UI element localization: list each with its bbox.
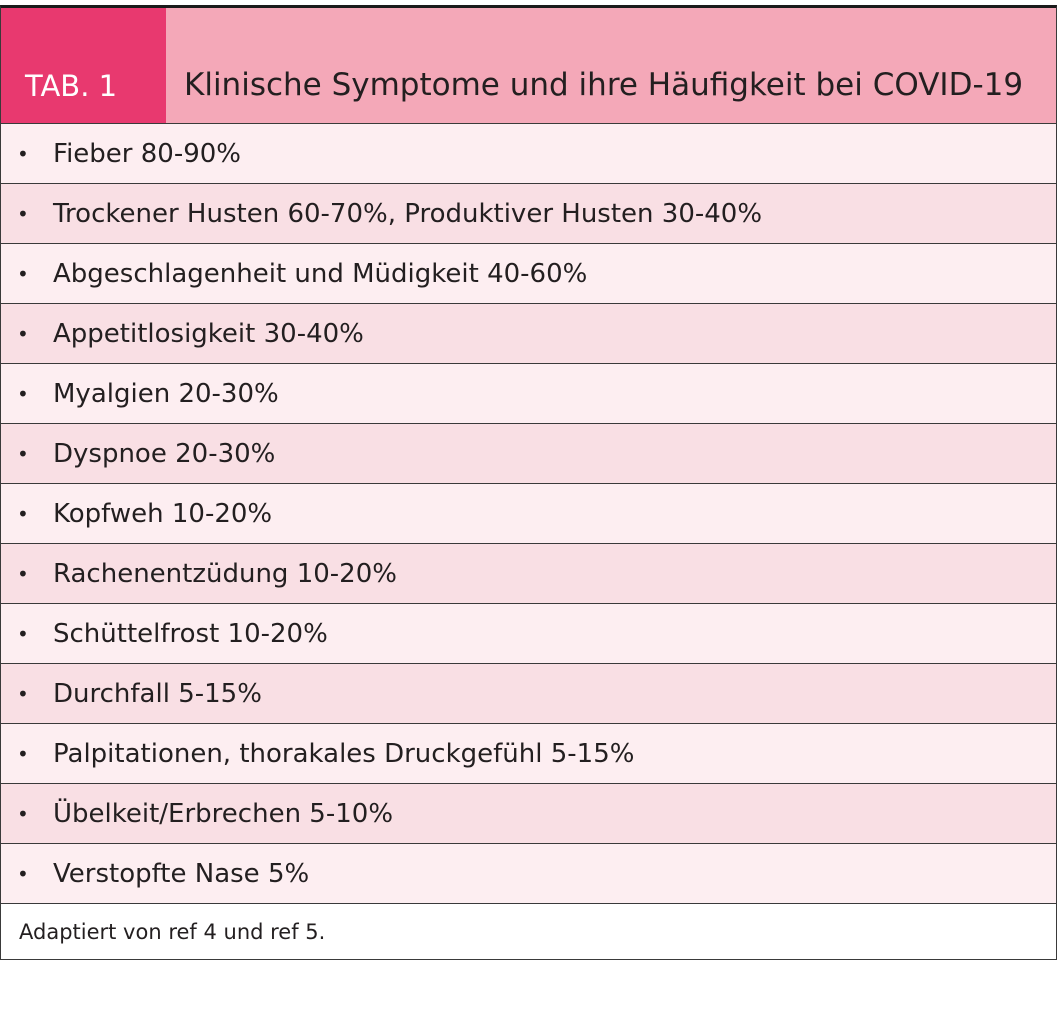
row-text: Verstopfte Nase 5% xyxy=(53,858,310,889)
row-text: Rachenentzüdung 10-20% xyxy=(53,558,397,589)
row-text: Schüttelfrost 10-20% xyxy=(53,618,328,649)
table-row: Kopfweh 10-20% xyxy=(1,484,1056,544)
table-body: Fieber 80-90% Trockener Husten 60-70%, Pr… xyxy=(1,124,1056,904)
table-row: Rachenentzüdung 10-20% xyxy=(1,544,1056,604)
table-row: Appetitlosigkeit 30-40% xyxy=(1,304,1056,364)
table-row: Durchfall 5-15% xyxy=(1,664,1056,724)
table-label: TAB. 1 xyxy=(1,8,166,123)
row-text: Appetitlosigkeit 30-40% xyxy=(53,318,364,349)
table-row: Palpitationen, thorakales Druckgefühl 5-… xyxy=(1,724,1056,784)
row-text: Palpitationen, thorakales Druckgefühl 5-… xyxy=(53,738,635,769)
row-text: Fieber 80-90% xyxy=(53,138,241,169)
table-row: Dyspnoe 20-30% xyxy=(1,424,1056,484)
table-row: Verstopfte Nase 5% xyxy=(1,844,1056,904)
row-text: Kopfweh 10-20% xyxy=(53,498,273,529)
table-row: Übelkeit/Erbrechen 5-10% xyxy=(1,784,1056,844)
table-row: Schüttelfrost 10-20% xyxy=(1,604,1056,664)
table-header: TAB. 1 Klinische Symptome und ihre Häufi… xyxy=(1,8,1056,124)
symptom-table: TAB. 1 Klinische Symptome und ihre Häufi… xyxy=(0,5,1057,960)
row-text: Trockener Husten 60-70%, Produktiver Hus… xyxy=(53,198,763,229)
footnote: Adaptiert von ref 4 und ref 5. xyxy=(1,904,1056,959)
table-row: Fieber 80-90% xyxy=(1,124,1056,184)
table-row: Myalgien 20-30% xyxy=(1,364,1056,424)
table-row: Abgeschlagenheit und Müdigkeit 40-60% xyxy=(1,244,1056,304)
table-row: Trockener Husten 60-70%, Produktiver Hus… xyxy=(1,184,1056,244)
row-text: Myalgien 20-30% xyxy=(53,378,279,409)
row-text: Dyspnoe 20-30% xyxy=(53,438,276,469)
table-title: Klinische Symptome und ihre Häufigkeit b… xyxy=(166,8,1056,123)
row-text: Übelkeit/Erbrechen 5-10% xyxy=(53,798,394,829)
row-text: Durchfall 5-15% xyxy=(53,678,262,709)
row-text: Abgeschlagenheit und Müdigkeit 40-60% xyxy=(53,258,588,289)
